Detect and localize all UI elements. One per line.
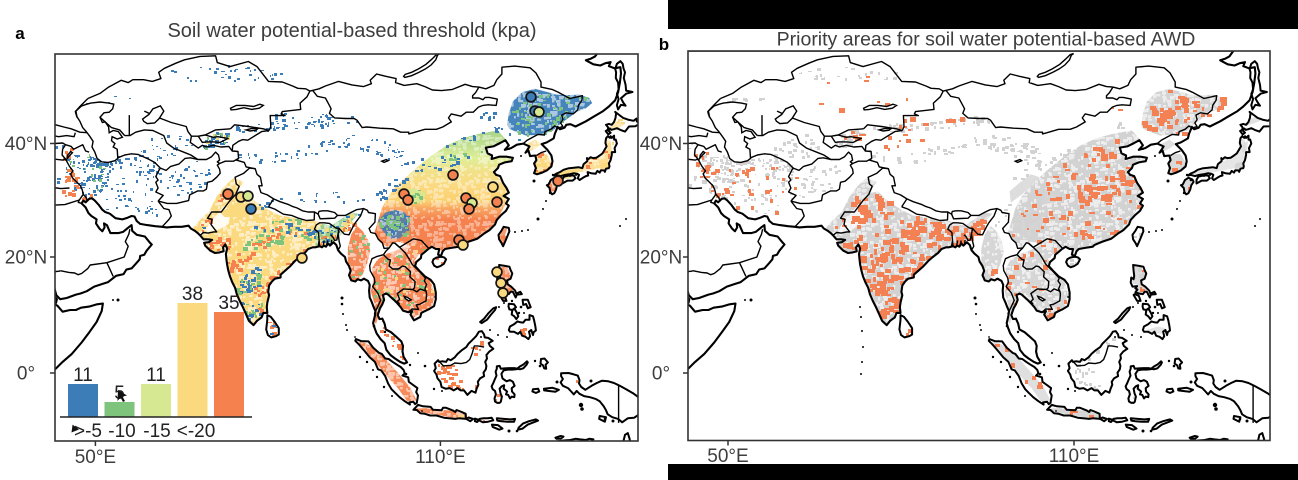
svg-text:Soil water potential-based thr: Soil water potential-based threshold (kp… (167, 20, 536, 42)
svg-text:110°E: 110°E (415, 447, 466, 468)
svg-text:110°E: 110°E (1049, 446, 1100, 467)
svg-text:0°: 0° (652, 364, 670, 385)
svg-text:35: 35 (218, 293, 239, 314)
svg-text:40°N: 40°N (5, 134, 47, 155)
svg-text:-15: -15 (143, 421, 170, 442)
svg-text:>-5: >-5 (74, 421, 102, 442)
svg-text:Priority areas for soil water: Priority areas for soil water potential-… (777, 29, 1196, 51)
svg-text:11: 11 (73, 365, 93, 386)
svg-text:<-20: <-20 (177, 421, 216, 442)
svg-text:-10: -10 (108, 421, 135, 442)
svg-text:a: a (15, 24, 25, 43)
svg-text:50°E: 50°E (707, 446, 748, 467)
svg-text:11: 11 (146, 365, 166, 386)
svg-text:50°E: 50°E (75, 447, 116, 468)
svg-text:b: b (659, 35, 669, 54)
svg-text:20°N: 20°N (640, 248, 682, 269)
svg-text:20°N: 20°N (5, 248, 47, 269)
svg-text:38: 38 (182, 284, 203, 305)
svg-text:40°N: 40°N (640, 134, 682, 155)
svg-text:0°: 0° (17, 364, 35, 385)
